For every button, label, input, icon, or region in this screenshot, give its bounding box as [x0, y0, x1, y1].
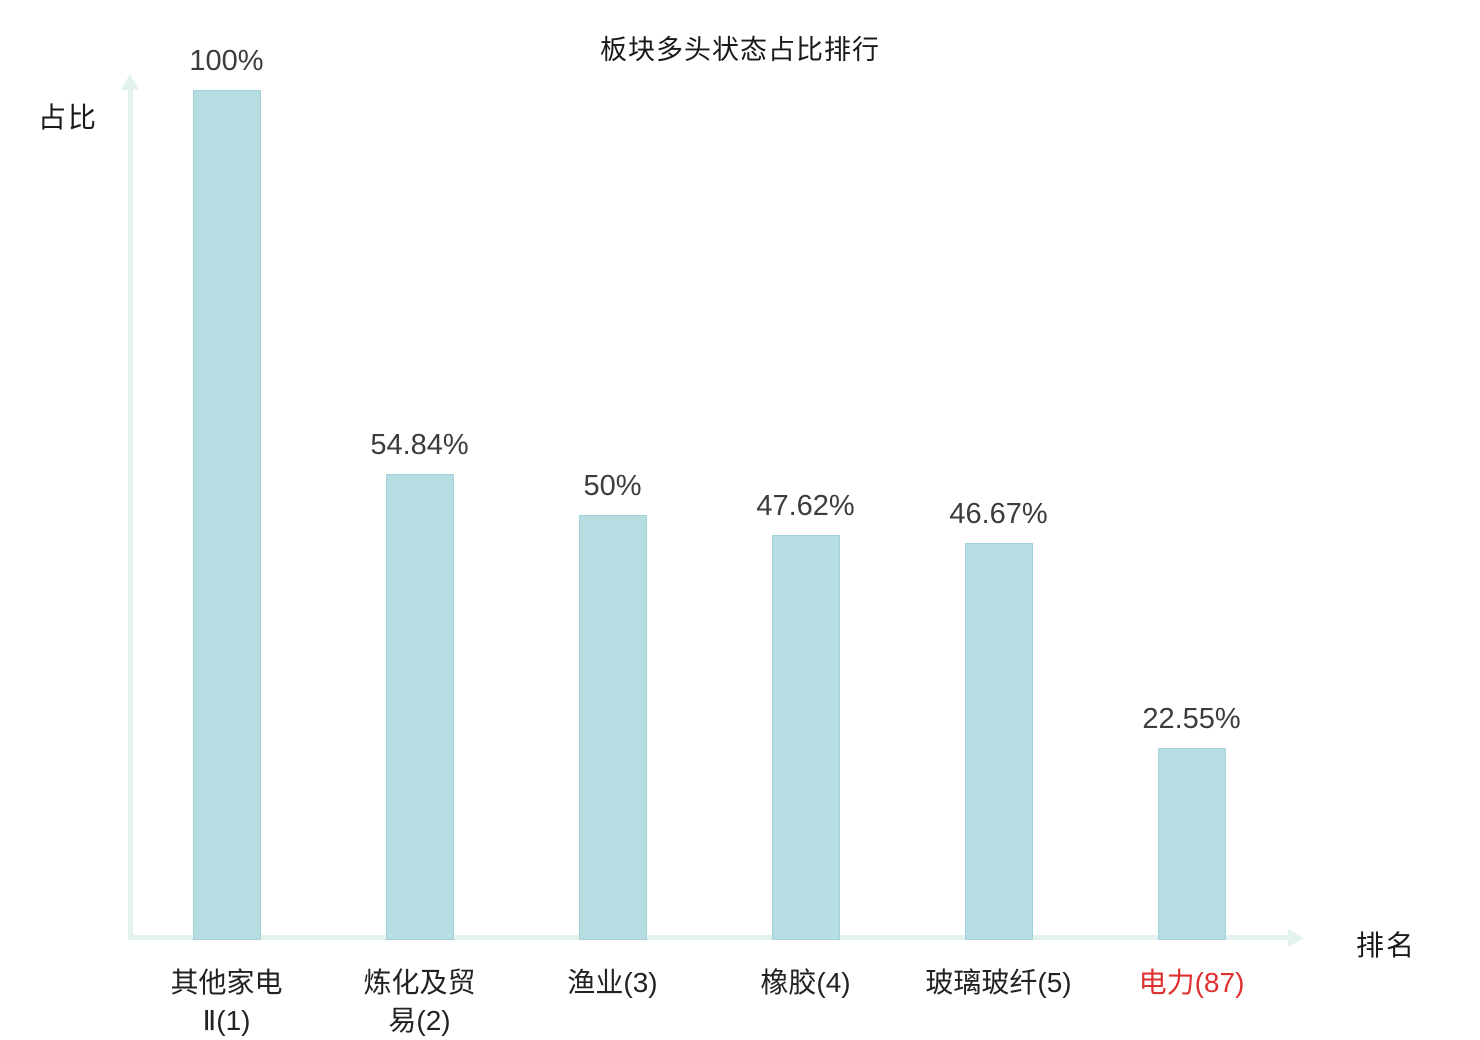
category-label-line: 易(2): [388, 1004, 451, 1036]
category-label: 渔业(3): [516, 964, 709, 1002]
bar: [964, 543, 1033, 940]
bar: [192, 90, 261, 940]
category-label-line: 电力(87): [1138, 967, 1245, 998]
bar-value-label: 50%: [583, 470, 642, 502]
plot-area: 100% 其他家电 Ⅱ(1) 54.84% 炼化及贸易(2) 50% 渔业(3) 47.62%…: [121, 45, 1304, 1036]
y-axis-label: 占比: [38, 102, 99, 133]
x-axis-label: 排名: [1356, 930, 1417, 961]
bar-slot: 100% 其他家电 Ⅱ(1): [130, 45, 323, 1036]
y-axis-line: [128, 88, 133, 940]
bar-slot: 22.55% 电力(87): [1095, 88, 1288, 998]
category-label: 玻璃玻纤(5): [902, 964, 1095, 1002]
bar-slot: 46.67% 玻璃玻纤(5): [902, 88, 1095, 998]
bar: [771, 535, 840, 940]
category-label-line: 炼化及贸: [363, 967, 476, 998]
bar: [385, 473, 454, 940]
category-label: 电力(87): [1095, 964, 1288, 1002]
category-label-line: Ⅱ(1): [202, 1004, 251, 1036]
x-axis-line: [130, 935, 1290, 940]
category-label-line: 渔业(3): [567, 967, 658, 998]
bar-slot: 54.84% 炼化及贸易(2): [323, 88, 516, 1036]
bar-value-label: 46.67%: [949, 498, 1048, 531]
bar: [578, 515, 647, 940]
bar-slot: 50% 渔业(3): [516, 88, 709, 998]
chart-title: 板块多头状态占比排行: [600, 35, 880, 65]
bar-value-label: 54.84%: [370, 428, 469, 461]
category-label: 其他家电 Ⅱ(1): [130, 964, 323, 1040]
category-label: 炼化及贸易(2): [323, 964, 516, 1040]
bar: [1157, 748, 1226, 940]
bar-slot: 47.62% 橡胶(4): [709, 88, 902, 998]
category-label-line: 其他家电: [170, 967, 283, 998]
category-label-line: 橡胶(4): [760, 967, 851, 998]
y-axis-arrow-icon: [121, 74, 139, 90]
category-label-line: 玻璃玻纤(5): [925, 967, 1072, 998]
bar-value-label: 22.55%: [1142, 703, 1241, 736]
category-label: 橡胶(4): [709, 964, 902, 1002]
bar-value-label: 100%: [189, 45, 264, 77]
x-axis-arrow-icon: [1288, 929, 1304, 947]
bar-value-label: 47.62%: [756, 490, 855, 523]
